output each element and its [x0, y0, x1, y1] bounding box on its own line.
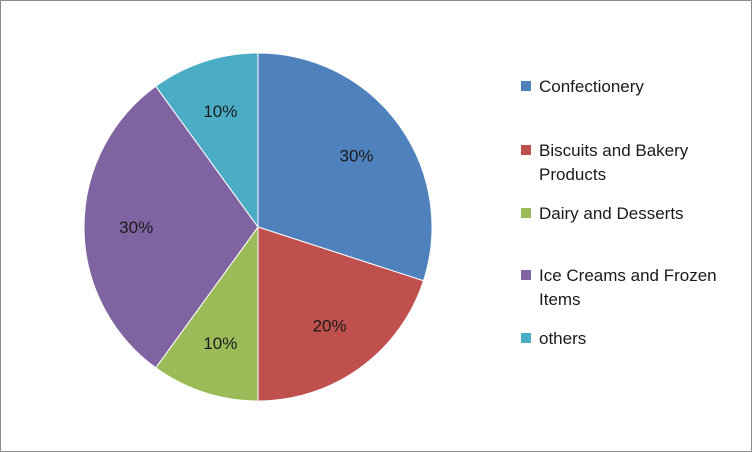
data-label: 30% [119, 218, 153, 237]
pie-slice-confectionery [257, 52, 433, 282]
pie-slice-biscuits-and-bakery-products [257, 226, 425, 402]
legend-swatch [521, 81, 531, 91]
legend-swatch [521, 270, 531, 280]
legend-item-others: others [521, 327, 739, 351]
legend-item-confectionery: Confectionery [521, 75, 739, 99]
data-label: 10% [203, 334, 237, 353]
legend-item-biscuits-and-bakery-products: Biscuits and Bakery Products [521, 139, 739, 187]
data-label: 10% [203, 102, 237, 121]
legend-item-ice-creams-and-frozen-items: Ice Creams and Frozen Items [521, 264, 739, 312]
data-label: 20% [313, 317, 347, 336]
pie-slices [83, 52, 433, 402]
legend-label: Ice Creams and Frozen Items [539, 266, 717, 309]
data-label: 30% [340, 146, 374, 165]
legend-label: others [539, 329, 587, 348]
legend-swatch [521, 208, 531, 218]
legend-swatch [521, 333, 531, 343]
legend-item-dairy-and-desserts: Dairy and Desserts [521, 202, 739, 226]
pie-slice-dairy-and-desserts [155, 225, 259, 402]
legend-label: Dairy and Desserts [539, 204, 684, 223]
legend-swatch [521, 145, 531, 155]
pie-slice-others [155, 52, 259, 229]
pie-data-labels: 30% 20% 10% 30% 10% [119, 102, 373, 353]
legend-label: Biscuits and Bakery Products [539, 141, 689, 184]
legend-label: Confectionery [539, 77, 644, 96]
pie-slice-ice-creams-and-frozen-items [83, 85, 259, 369]
